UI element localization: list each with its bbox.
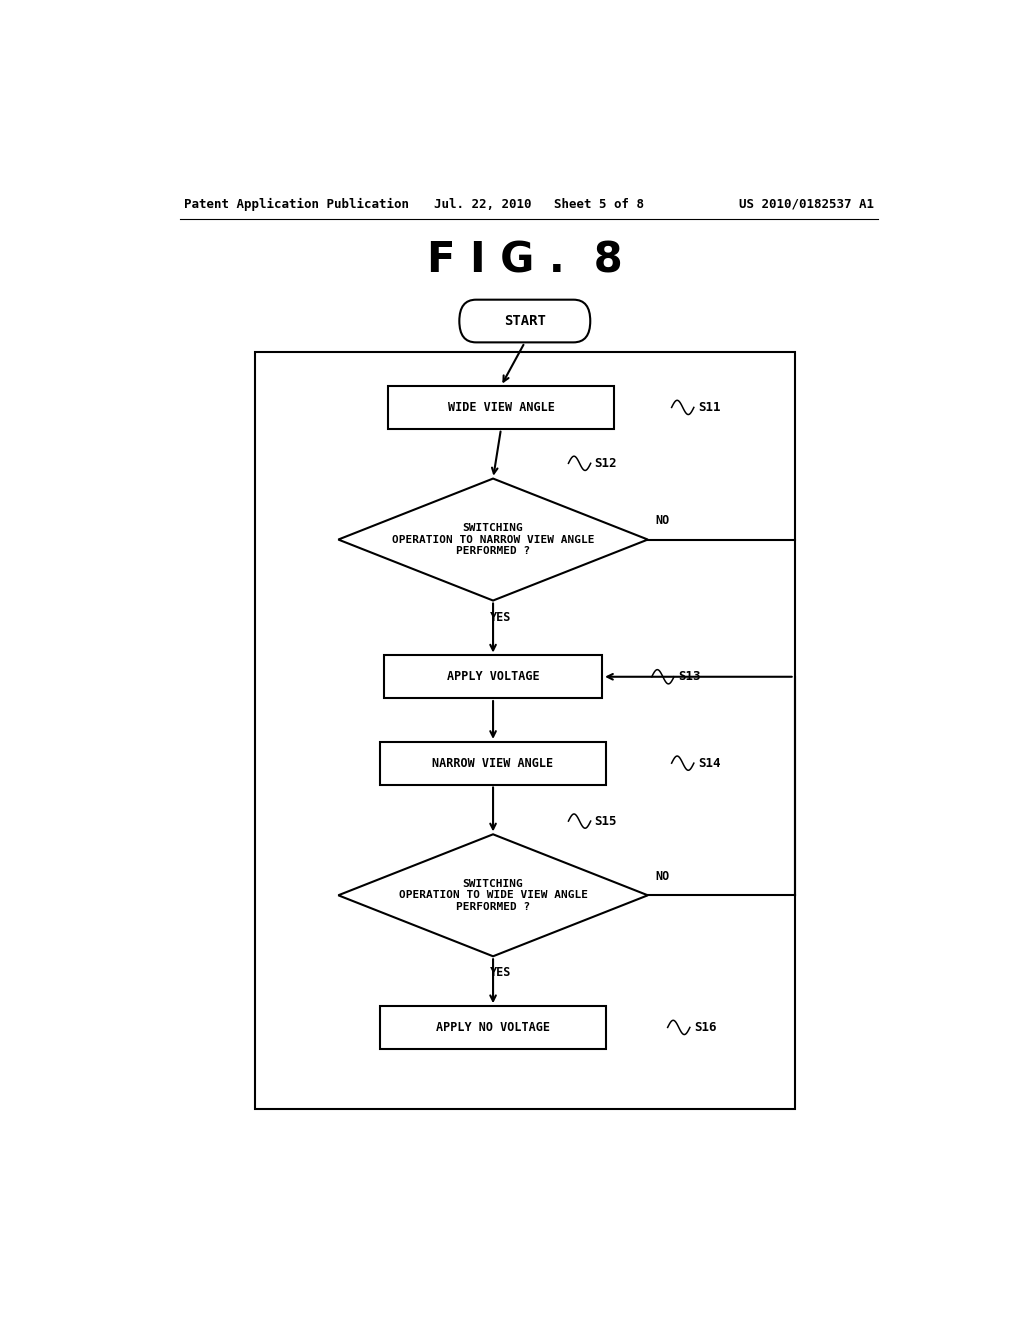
Polygon shape (338, 479, 648, 601)
Text: F I G .  8: F I G . 8 (427, 239, 623, 281)
Text: US 2010/0182537 A1: US 2010/0182537 A1 (739, 198, 874, 211)
Text: SWITCHING
OPERATION TO WIDE VIEW ANGLE
PERFORMED ?: SWITCHING OPERATION TO WIDE VIEW ANGLE P… (398, 879, 588, 912)
Text: S14: S14 (697, 756, 720, 770)
Text: Jul. 22, 2010   Sheet 5 of 8: Jul. 22, 2010 Sheet 5 of 8 (433, 198, 643, 211)
Text: APPLY NO VOLTAGE: APPLY NO VOLTAGE (436, 1020, 550, 1034)
Text: S15: S15 (595, 814, 617, 828)
Text: SWITCHING
OPERATION TO NARROW VIEW ANGLE
PERFORMED ?: SWITCHING OPERATION TO NARROW VIEW ANGLE… (392, 523, 594, 556)
Text: START: START (504, 314, 546, 329)
Text: S16: S16 (694, 1020, 717, 1034)
Text: APPLY VOLTAGE: APPLY VOLTAGE (446, 671, 540, 684)
Text: NO: NO (655, 870, 670, 883)
Polygon shape (338, 834, 648, 956)
FancyBboxPatch shape (460, 300, 590, 342)
Text: S11: S11 (697, 401, 720, 414)
Bar (388, 385, 614, 429)
Text: NARROW VIEW ANGLE: NARROW VIEW ANGLE (432, 756, 554, 770)
Text: S12: S12 (595, 457, 617, 470)
Bar (255, 351, 795, 1109)
Text: NO: NO (655, 515, 670, 528)
Text: WIDE VIEW ANGLE: WIDE VIEW ANGLE (447, 401, 554, 414)
Text: S13: S13 (678, 671, 700, 684)
Bar (380, 1006, 606, 1049)
Bar (384, 656, 602, 698)
Text: YES: YES (490, 966, 512, 979)
Text: YES: YES (490, 611, 512, 623)
Bar (380, 742, 606, 784)
Text: Patent Application Publication: Patent Application Publication (183, 198, 409, 211)
